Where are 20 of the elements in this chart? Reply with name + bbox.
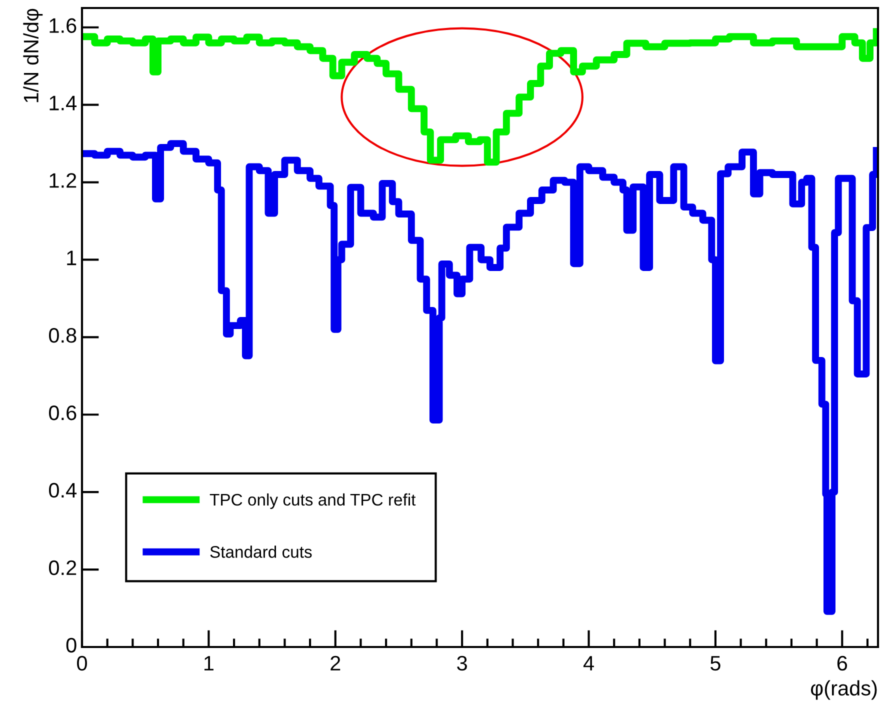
x-tick-label: 6	[837, 656, 848, 671]
y-tick-label: 0.6	[48, 405, 76, 420]
x-tick-label: 4	[583, 656, 594, 670]
x-tick-label: 5	[710, 656, 720, 671]
y-tick-label: 0	[66, 638, 76, 653]
x-tick-label: 1	[204, 656, 214, 670]
y-tick-label: 0.2	[48, 560, 76, 576]
legend-label: TPC only cuts and TPC refit	[210, 493, 416, 509]
x-tick-label: 0	[77, 656, 87, 671]
legend-label: Standard cuts	[210, 546, 312, 558]
y-tick-label: 1	[67, 250, 76, 266]
y-tick-label: 1.2	[50, 173, 76, 188]
y-axis-title: 1/N dN/dφ	[23, 8, 43, 102]
x-tick-label: 3	[457, 656, 467, 671]
x-tick-label: 2	[330, 656, 340, 670]
y-tick-label: 1.4	[50, 96, 77, 110]
y-tick-label: 0.8	[48, 328, 76, 343]
y-tick-label: 0.4	[48, 482, 77, 498]
y-tick-label: 1.6	[50, 18, 76, 33]
x-axis-title: φ(rads)	[810, 680, 877, 700]
